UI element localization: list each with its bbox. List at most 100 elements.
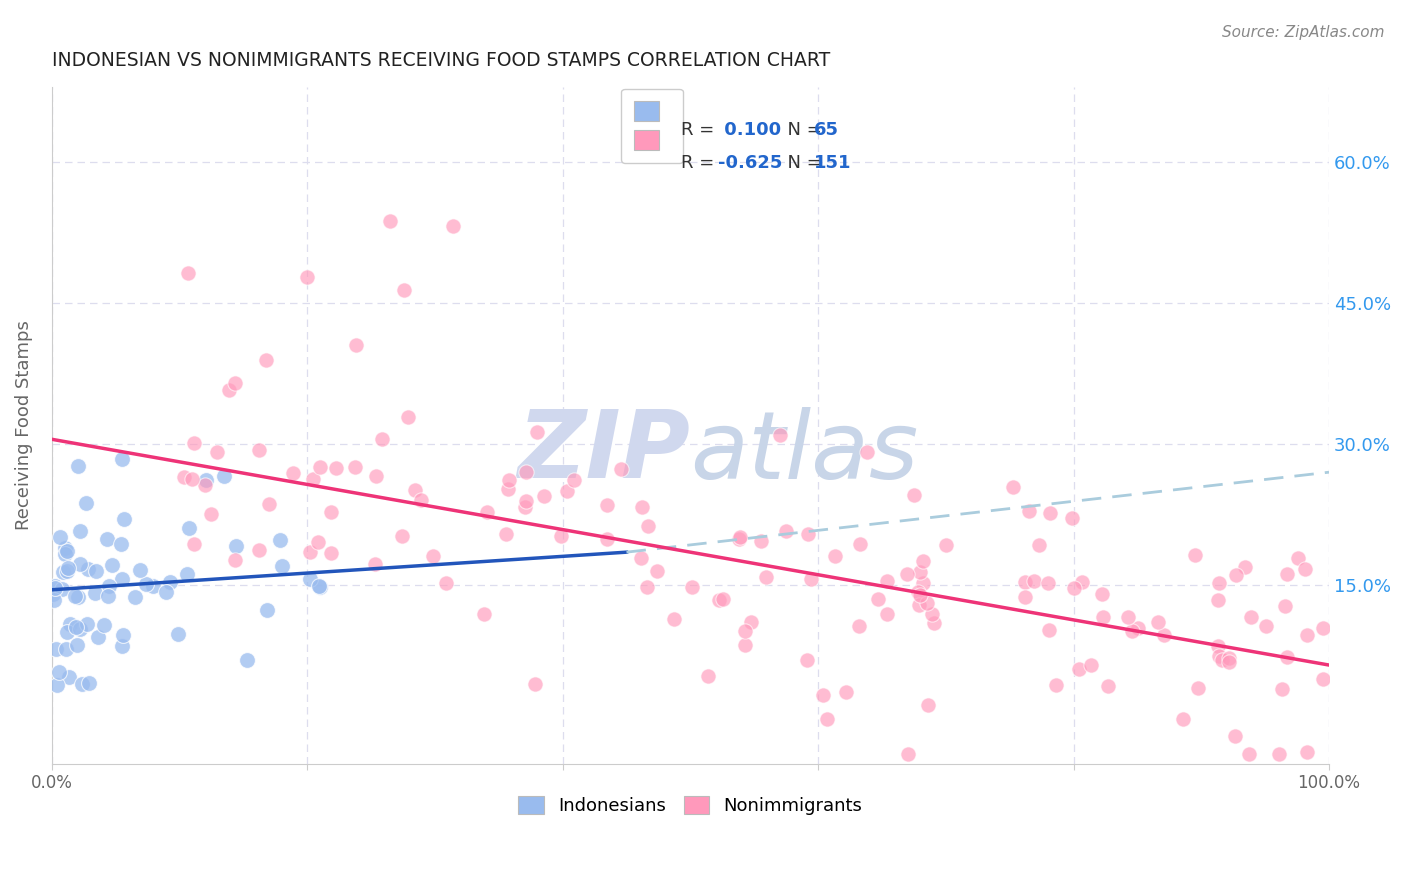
Point [364,558,387,572]
Point [681,580,703,594]
Point [112,628,135,642]
Point [523,677,546,691]
Point [1234,560,1257,574]
Point [1296,628,1319,642]
Point [1060,511,1083,525]
Point [769,427,792,442]
Point [135,576,157,591]
Point [319,546,342,560]
Point [299,572,322,586]
Point [1211,653,1233,667]
Point [1171,712,1194,726]
Point [1223,729,1246,743]
Point [295,270,318,285]
Point [876,607,898,621]
Point [796,653,818,667]
Point [917,698,939,712]
Point [224,376,246,390]
Point [1002,480,1025,494]
Point [515,465,537,479]
Point [1218,655,1240,669]
Point [868,592,890,607]
Text: Source: ZipAtlas.com: Source: ZipAtlas.com [1222,25,1385,40]
Point [309,580,332,594]
Point [236,652,259,666]
Point [308,459,330,474]
Point [111,572,134,586]
Point [1153,628,1175,642]
Point [346,338,368,352]
Point [1071,574,1094,589]
Point [1116,610,1139,624]
Point [142,579,165,593]
Point [1024,574,1046,588]
Point [1028,538,1050,552]
Point [159,574,181,589]
Point [70,677,93,691]
Point [183,537,205,551]
Point [87,630,110,644]
Text: R =: R = [681,121,720,139]
Point [1275,567,1298,582]
Point [797,526,820,541]
Point [475,505,498,519]
Point [896,566,918,581]
Point [63,590,86,604]
Point [167,627,190,641]
Point [1091,587,1114,601]
Point [1239,747,1261,762]
Point [1063,582,1085,596]
Point [749,533,772,548]
Point [1206,639,1229,653]
Point [1286,551,1309,566]
Point [45,678,67,692]
Point [44,579,66,593]
Point [1208,576,1230,591]
Text: N =: N = [776,153,828,171]
Point [325,460,347,475]
Point [496,482,519,496]
Point [903,488,925,502]
Point [1147,615,1170,629]
Point [1294,562,1316,576]
Point [1312,622,1334,636]
Point [1018,504,1040,518]
Point [1208,593,1230,607]
Point [396,410,419,425]
Point [53,541,76,556]
Point [257,498,280,512]
Point [176,266,198,280]
Point [45,642,67,657]
Point [53,547,76,561]
Point [631,500,654,514]
Point [630,551,652,566]
Point [48,665,70,680]
Point [44,593,66,607]
Point [97,589,120,603]
Point [775,524,797,539]
Point [474,607,496,622]
Point [1240,610,1263,624]
Point [214,469,236,483]
Point [1080,657,1102,672]
Point [254,352,277,367]
Point [97,579,120,593]
Point [225,539,247,553]
Point [69,557,91,571]
Point [924,615,946,630]
Point [110,537,132,551]
Point [897,747,920,762]
Point [1295,745,1317,759]
Text: ZIP: ZIP [517,406,690,499]
Point [1038,624,1060,638]
Point [1268,747,1291,762]
Point [915,596,938,610]
Point [281,466,304,480]
Point [96,532,118,546]
Point [636,580,658,594]
Point [1069,662,1091,676]
Point [79,675,101,690]
Point [498,474,520,488]
Point [193,477,215,491]
Point [728,530,751,544]
